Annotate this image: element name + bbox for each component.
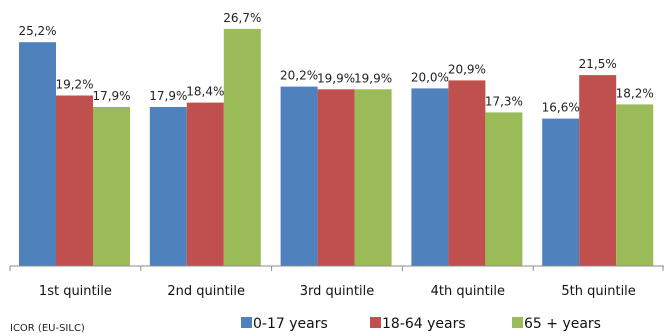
data-label-3-1: 17,9%	[92, 89, 130, 103]
legend-label-1: 0-17 years	[253, 316, 328, 332]
legend-swatch-3	[512, 317, 523, 328]
bars-layer	[19, 28, 654, 267]
bar-3-2	[223, 28, 261, 267]
data-label-1-5: 16,6%	[542, 101, 580, 115]
bar-1-1	[19, 42, 56, 267]
bar-1-5	[542, 118, 580, 266]
bar-1-3	[280, 86, 318, 266]
data-label-1-2: 17,9%	[149, 89, 187, 103]
x-axis: 1st quintile 2nd quintile 3rd quintile 4th …	[9, 265, 664, 299]
data-label-2-4: 20,9%	[448, 62, 486, 76]
legend-swatch-2	[370, 317, 381, 328]
data-label-2-3: 19,9%	[317, 71, 355, 85]
bar-3-3	[354, 89, 392, 266]
x-tick-label-2: 2nd quintile	[167, 284, 245, 299]
bar-1-4	[411, 88, 449, 267]
data-label-2-1: 19,2%	[55, 78, 93, 92]
data-labels-layer: 25,2%19,2%17,9% 17,9%18,4%26,7%20,2%19,9%…	[18, 11, 653, 115]
bar-3-1	[93, 107, 130, 266]
source-note: ICOR (EU-SILC)	[10, 323, 85, 334]
data-label-1-3: 20,2%	[280, 69, 318, 83]
data-label-3-2: 26,7%	[223, 11, 261, 25]
bar-2-5	[579, 75, 617, 266]
x-tick-label-5: 5th quintile	[561, 284, 635, 299]
bar-2-3	[317, 89, 355, 266]
bar-2-4	[448, 80, 486, 267]
data-label-1-4: 20,0%	[411, 70, 449, 84]
data-label-3-4: 17,3%	[485, 94, 523, 108]
legend: 0-17 years 18-64 years 65 + years	[241, 316, 601, 332]
bar-2-1	[56, 95, 93, 266]
legend-label-2: 18-64 years	[382, 316, 466, 332]
legend-label-3: 65 + years	[524, 316, 601, 332]
data-label-3-5: 18,2%	[616, 86, 654, 100]
x-tick-label-3: 3rd quintile	[300, 284, 374, 299]
data-label-3-3: 19,9%	[354, 71, 392, 85]
legend-swatch-1	[241, 317, 252, 328]
bar-1-2	[149, 107, 187, 266]
x-tick-label-4: 4th quintile	[431, 284, 505, 299]
bar-3-5	[616, 104, 654, 267]
bar-2-2	[186, 102, 224, 266]
bar-3-4	[485, 112, 523, 267]
data-label-2-2: 18,4%	[186, 85, 224, 99]
data-label-2-5: 21,5%	[579, 57, 617, 71]
data-label-1-1: 25,2%	[18, 24, 56, 38]
x-tick-label-1: 1st quintile	[39, 284, 112, 299]
